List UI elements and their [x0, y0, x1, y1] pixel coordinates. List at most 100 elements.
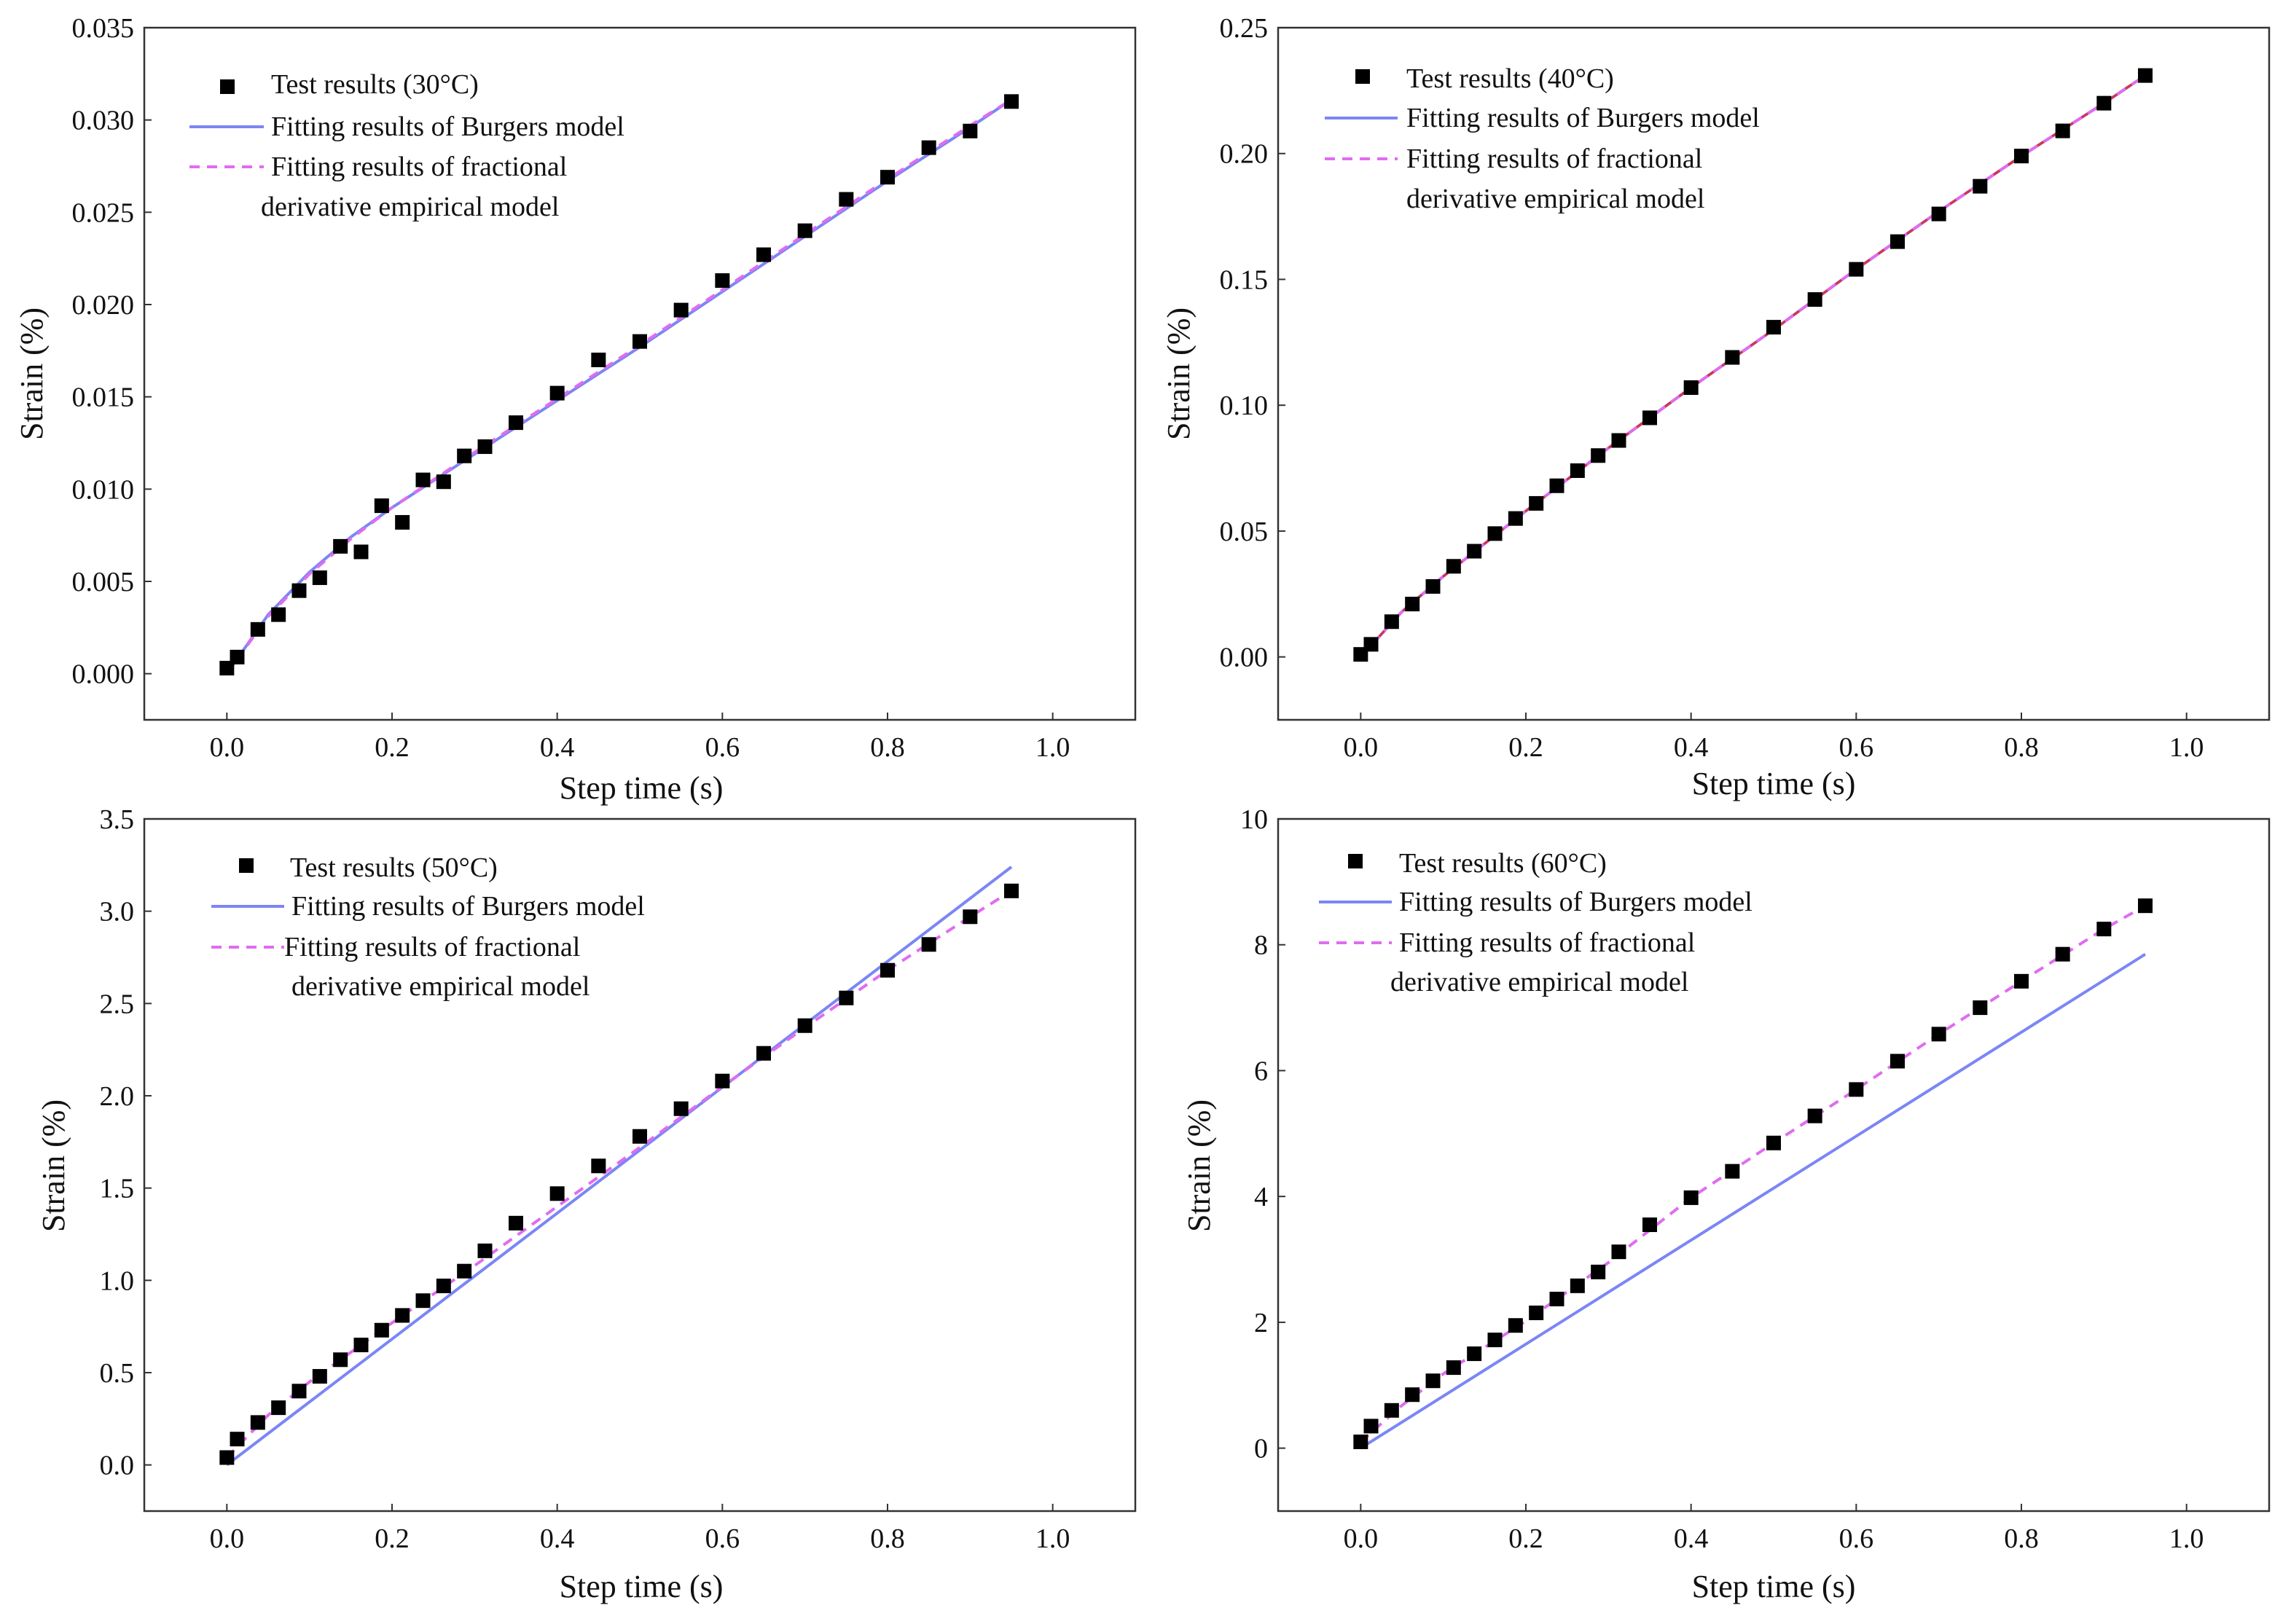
x-axis-label: Step time (s) [560, 1569, 724, 1604]
data-point [415, 1293, 431, 1309]
data-point [1405, 597, 1420, 612]
data-point [1766, 1135, 1781, 1150]
x-tick-label: 0.2 [1508, 732, 1543, 763]
data-point [250, 621, 265, 637]
y-tick-label: 1.0 [100, 1266, 135, 1296]
data-point [415, 472, 431, 487]
y-tick-label: 0.015 [72, 383, 135, 413]
data-point [1725, 350, 1740, 365]
data-point [880, 962, 895, 978]
x-tick-label: 0.8 [870, 1523, 905, 1554]
data-point [1725, 1164, 1740, 1179]
data-point [291, 583, 307, 598]
x-tick-label: 1.0 [1035, 1523, 1070, 1554]
x-tick-label: 0.8 [870, 732, 905, 763]
data-point [477, 439, 493, 455]
y-tick-label: 4 [1254, 1182, 1268, 1212]
data-point [1467, 544, 1482, 559]
data-point [1446, 559, 1461, 574]
data-point [591, 353, 606, 367]
data-point [230, 649, 245, 664]
legend: Test results (40°C) Fitting results of B… [1325, 63, 1760, 214]
data-point [1508, 511, 1523, 526]
data-point [1973, 179, 1988, 194]
legend-marker-test [1355, 69, 1370, 84]
data-point [1549, 478, 1564, 493]
legend-label-fractional-2: derivative empirical model [291, 971, 590, 1002]
legend-label-test: Test results (30°C) [271, 69, 479, 100]
panel-40c: 0.0 0.2 0.4 0.6 0.8 1.0 0.00 0.05 0.10 0.15 0.20 0.… [1161, 13, 2271, 801]
data-point [1529, 495, 1544, 511]
y-tick-label: 0.025 [72, 197, 135, 228]
y-tick-label: 0.000 [72, 659, 135, 690]
data-point [1363, 637, 1379, 652]
x-tick-label: 0.0 [210, 732, 245, 763]
data-point [1405, 1387, 1420, 1403]
plot-frame [143, 817, 1137, 1513]
data-point [353, 544, 369, 560]
data-point [1683, 380, 1699, 395]
data-point [715, 1073, 730, 1088]
legend-marker-test [1348, 854, 1363, 868]
y-tick-label: 8 [1254, 930, 1268, 961]
data-point [395, 1308, 410, 1323]
data-point [1591, 1264, 1606, 1279]
y-tick-label: 0.5 [100, 1358, 135, 1389]
legend-label-fractional-2: derivative empirical model [261, 192, 559, 222]
y-tick-label: 0.25 [1220, 13, 1269, 44]
y-axis-label: Strain (%) [14, 307, 50, 440]
data-point [230, 1432, 245, 1447]
data-point [839, 990, 854, 1005]
data-point [2014, 973, 2029, 989]
data-point [673, 1101, 689, 1116]
x-tick-label: 0.2 [375, 1523, 410, 1554]
data-point [1890, 1054, 1905, 1069]
y-tick-label: 0.10 [1220, 391, 1269, 421]
legend-label-test: Test results (50°C) [290, 852, 498, 883]
legend-label-fractional-2: derivative empirical model [1390, 967, 1688, 997]
data-point [219, 1450, 235, 1465]
y-tick-label: 0.05 [1220, 517, 1269, 547]
x-tick-label: 1.0 [2169, 1523, 2204, 1554]
data-point [2138, 898, 2153, 914]
x-axis-label: Step time (s) [1692, 1569, 1856, 1604]
plot-frame [143, 26, 1137, 721]
data-point [1890, 234, 1905, 249]
data-point [2138, 68, 2153, 83]
data-point [591, 1158, 606, 1174]
data-point [2055, 946, 2070, 962]
data-point [509, 1215, 523, 1231]
data-point [353, 1338, 369, 1352]
data-point [333, 1352, 348, 1368]
x-axis-label: Step time (s) [1692, 766, 1856, 801]
legend-label-fractional-1: Fitting results of fractional [1406, 144, 1702, 174]
y-tick-label: 1.5 [100, 1174, 135, 1204]
data-point [1931, 206, 1946, 221]
data-point [477, 1243, 493, 1258]
chart-marks: 0.0 0.2 0.4 0.6 0.8 1.0 0.0 0.5 1.0 1.5 2.0 2.5 3.0 3… [100, 804, 1070, 1554]
data-point [921, 140, 936, 155]
legend-label-burgers: Fitting results of Burgers model [1399, 887, 1752, 917]
legend-label-test: Test results (40°C) [1406, 63, 1614, 94]
x-tick-label: 0.0 [1344, 732, 1379, 763]
data-point [1591, 448, 1606, 463]
data-point [1353, 1435, 1368, 1449]
data-point [1487, 526, 1503, 541]
x-tick-label: 0.0 [210, 1523, 245, 1554]
legend-marker-test [239, 858, 254, 873]
data-point [395, 514, 410, 530]
data-point [756, 247, 771, 262]
data-point [633, 334, 647, 349]
plot-frame [1277, 26, 2271, 721]
chart-marks: 0.0 0.2 0.4 0.6 0.8 1.0 0.000 0.005 0.010 0.015 0.… [72, 13, 1070, 763]
data-point [457, 448, 472, 463]
data-point [1549, 1291, 1564, 1306]
x-tick-label: 0.4 [1674, 732, 1709, 763]
data-point [1384, 614, 1399, 629]
legend: Test results (60°C) Fitting results of B… [1319, 848, 1752, 997]
y-tick-label: 0.020 [72, 290, 135, 321]
x-tick-label: 0.4 [540, 732, 575, 763]
data-point [374, 498, 389, 514]
data-point [1849, 1082, 1864, 1097]
data-point [271, 1400, 286, 1416]
